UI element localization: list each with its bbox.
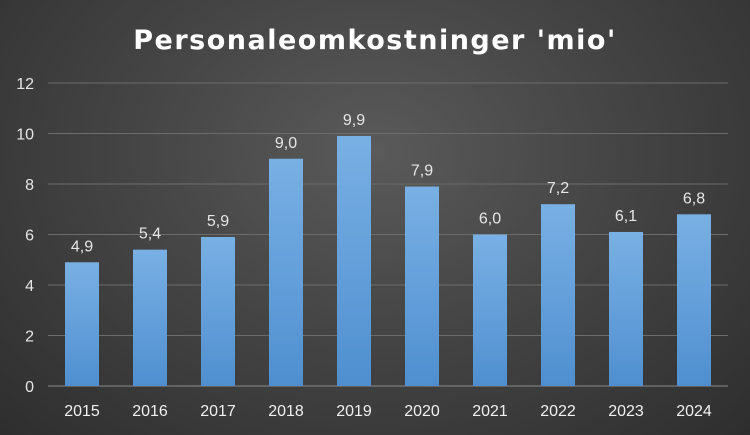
- bar-2022: [541, 204, 575, 386]
- data-label: 6,0: [479, 211, 501, 228]
- bar-2016: [133, 249, 167, 386]
- bar-2019: [337, 136, 371, 386]
- x-tick-label: 2015: [64, 403, 100, 420]
- data-label: 6,8: [683, 190, 705, 207]
- x-axis-ticks: 2015 2016 2017 2018 2019 2020 2021 2022 2023 2024: [64, 403, 712, 420]
- y-tick-label: 0: [25, 379, 34, 396]
- x-tick-label: 2016: [132, 403, 168, 420]
- bar-2020: [405, 186, 439, 386]
- data-labels: 4,9 5,4 5,9 9,0 9,9 7,9 6,0 7,2 6,1 6,8: [71, 112, 705, 255]
- x-tick-label: 2021: [472, 403, 508, 420]
- data-label: 4,9: [71, 238, 93, 255]
- data-label: 7,9: [411, 163, 433, 180]
- data-label: 6,1: [615, 208, 637, 225]
- chart-title: Personaleomkostninger 'mio': [133, 25, 617, 56]
- bar-2017: [201, 237, 235, 386]
- y-tick-label: 2: [25, 329, 34, 346]
- bar-2023: [609, 231, 643, 386]
- y-tick-label: 8: [25, 177, 34, 194]
- data-label: 9,0: [275, 135, 297, 152]
- y-tick-label: 4: [25, 278, 34, 295]
- data-label: 9,9: [343, 112, 365, 129]
- x-tick-label: 2023: [608, 403, 644, 420]
- bar-2018: [269, 158, 303, 386]
- x-tick-label: 2024: [676, 403, 712, 420]
- data-label: 5,9: [207, 213, 229, 230]
- bar-2021: [473, 234, 507, 386]
- y-tick-label: 12: [16, 76, 34, 93]
- y-tick-label: 6: [25, 228, 34, 245]
- y-axis-ticks: 0 2 4 6 8 10 12: [16, 76, 34, 396]
- x-tick-label: 2019: [336, 403, 372, 420]
- y-tick-label: 10: [16, 127, 34, 144]
- data-label: 7,2: [547, 180, 569, 197]
- x-tick-label: 2022: [540, 403, 576, 420]
- bar-2024: [677, 214, 711, 386]
- data-label: 5,4: [139, 226, 161, 243]
- x-tick-label: 2018: [268, 403, 304, 420]
- x-tick-label: 2020: [404, 403, 440, 420]
- x-tick-label: 2017: [200, 403, 236, 420]
- bar-2015: [65, 262, 99, 386]
- bars: [65, 136, 711, 386]
